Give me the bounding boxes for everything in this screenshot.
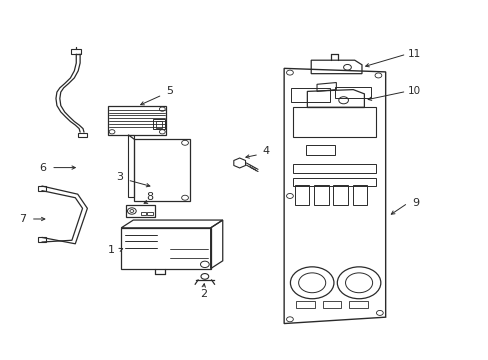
Bar — [349, 301, 367, 307]
Bar — [334, 87, 370, 99]
Text: 6: 6 — [40, 163, 46, 172]
Bar — [296, 301, 314, 307]
Text: 9: 9 — [411, 198, 418, 208]
Bar — [291, 88, 329, 102]
Text: 4: 4 — [262, 146, 269, 156]
Text: 7: 7 — [20, 214, 26, 224]
Bar — [333, 185, 347, 205]
Bar — [352, 185, 366, 205]
Text: 11: 11 — [407, 49, 421, 59]
Bar — [108, 106, 166, 135]
Bar — [155, 121, 162, 127]
Text: 8: 8 — [146, 192, 154, 202]
Bar — [38, 238, 46, 242]
Bar — [147, 212, 153, 215]
Bar — [128, 135, 134, 197]
Bar — [134, 139, 189, 201]
Bar — [322, 301, 341, 307]
Bar — [121, 228, 210, 269]
Bar — [294, 185, 308, 205]
Text: 10: 10 — [407, 86, 420, 96]
Bar — [292, 107, 375, 138]
Bar — [152, 119, 164, 129]
Text: 1: 1 — [107, 245, 114, 255]
Bar — [38, 186, 46, 191]
Bar — [292, 177, 375, 186]
Bar — [71, 49, 81, 54]
Bar — [140, 212, 146, 215]
Bar — [78, 133, 87, 138]
Text: 5: 5 — [166, 86, 173, 96]
Text: 3: 3 — [116, 172, 123, 182]
Bar — [126, 205, 155, 217]
Bar — [313, 185, 328, 205]
Bar — [292, 164, 375, 173]
Bar — [305, 145, 334, 155]
Text: 2: 2 — [200, 289, 206, 299]
